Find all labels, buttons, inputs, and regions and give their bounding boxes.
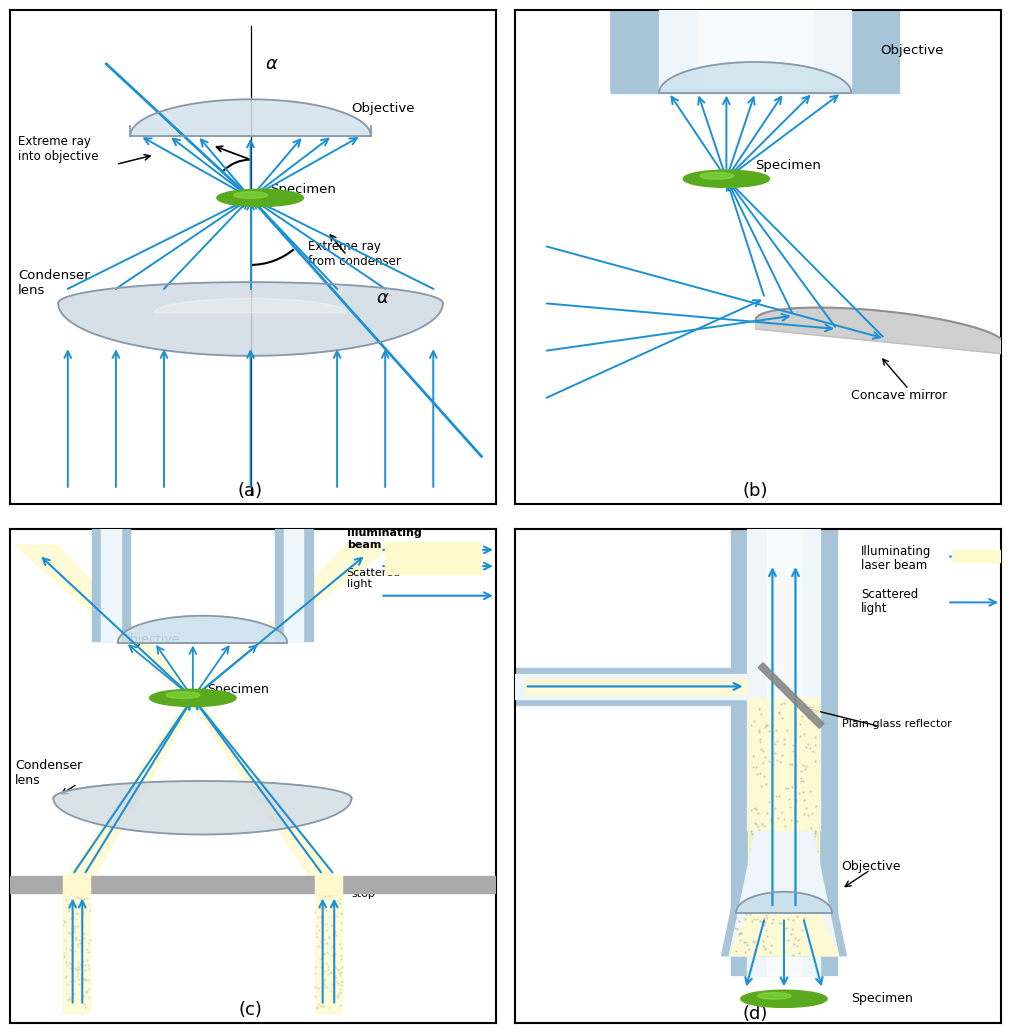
Polygon shape (612, 10, 650, 93)
Ellipse shape (150, 689, 237, 707)
Polygon shape (747, 529, 821, 975)
Polygon shape (385, 542, 481, 558)
Polygon shape (59, 282, 443, 355)
Polygon shape (698, 10, 813, 88)
Polygon shape (63, 698, 197, 884)
Polygon shape (315, 875, 342, 894)
Text: (d): (d) (742, 1005, 768, 1023)
Polygon shape (612, 10, 899, 93)
Polygon shape (756, 308, 1004, 354)
Text: light: light (347, 580, 372, 589)
Text: beam: beam (347, 540, 381, 550)
Text: Specimen: Specimen (755, 159, 821, 173)
Polygon shape (130, 99, 371, 135)
Polygon shape (748, 698, 820, 903)
Polygon shape (315, 884, 342, 1013)
Polygon shape (284, 529, 303, 640)
Polygon shape (15, 545, 197, 698)
Polygon shape (54, 781, 352, 835)
Ellipse shape (757, 993, 792, 999)
Polygon shape (659, 62, 851, 93)
Ellipse shape (741, 991, 827, 1007)
Text: Specimen: Specimen (851, 992, 913, 1005)
Text: $\alpha$: $\alpha$ (375, 289, 389, 307)
Text: Scattered: Scattered (347, 568, 400, 577)
Text: Specimen: Specimen (207, 683, 269, 696)
Polygon shape (659, 62, 851, 93)
Text: Plain glass reflector: Plain glass reflector (841, 719, 951, 728)
Polygon shape (766, 529, 802, 975)
Polygon shape (188, 545, 395, 698)
Text: (c): (c) (239, 1001, 263, 1019)
Polygon shape (155, 299, 347, 313)
Text: (b): (b) (742, 482, 768, 501)
Text: Annular
stop: Annular stop (352, 877, 395, 899)
Polygon shape (118, 616, 287, 643)
Ellipse shape (217, 189, 303, 207)
Text: Illuminating: Illuminating (860, 544, 931, 558)
Polygon shape (516, 674, 747, 699)
Polygon shape (385, 560, 481, 573)
Polygon shape (525, 679, 747, 694)
Polygon shape (650, 10, 860, 64)
Text: Concave mirror: Concave mirror (851, 388, 947, 402)
Polygon shape (188, 698, 342, 884)
Polygon shape (10, 876, 495, 893)
Polygon shape (130, 99, 371, 135)
Polygon shape (275, 529, 313, 640)
Text: Objective: Objective (841, 859, 901, 873)
Polygon shape (59, 282, 443, 355)
Polygon shape (63, 884, 90, 1013)
Text: Extreme ray
from condenser: Extreme ray from condenser (308, 240, 401, 268)
Polygon shape (729, 832, 839, 956)
Text: Condenser
lens: Condenser lens (18, 269, 90, 296)
Polygon shape (758, 663, 824, 728)
Polygon shape (952, 550, 1000, 562)
Text: Illuminating: Illuminating (347, 529, 422, 538)
Polygon shape (92, 529, 130, 640)
Text: Objective: Objective (352, 102, 416, 115)
Polygon shape (54, 781, 352, 835)
Text: Objective: Objective (120, 632, 180, 646)
Ellipse shape (234, 192, 267, 198)
Text: Objective: Objective (880, 44, 943, 58)
Polygon shape (729, 913, 839, 956)
Ellipse shape (167, 692, 200, 698)
Text: Specimen: Specimen (270, 183, 336, 196)
Polygon shape (722, 832, 846, 956)
Polygon shape (860, 10, 899, 93)
Polygon shape (63, 875, 90, 894)
Text: Extreme ray
into objective: Extreme ray into objective (18, 134, 98, 162)
Text: $\alpha$: $\alpha$ (265, 55, 279, 72)
Polygon shape (118, 616, 287, 643)
Text: (a): (a) (238, 482, 263, 501)
Polygon shape (736, 891, 832, 913)
Polygon shape (659, 10, 851, 88)
Text: light: light (860, 602, 888, 615)
Polygon shape (731, 529, 837, 975)
Text: Condenser
lens: Condenser lens (15, 759, 82, 787)
Polygon shape (101, 529, 120, 640)
Text: laser beam: laser beam (860, 559, 927, 572)
Text: Scattered: Scattered (860, 588, 918, 600)
Ellipse shape (683, 170, 769, 187)
Polygon shape (516, 668, 784, 705)
Polygon shape (736, 891, 832, 913)
Ellipse shape (700, 173, 734, 180)
